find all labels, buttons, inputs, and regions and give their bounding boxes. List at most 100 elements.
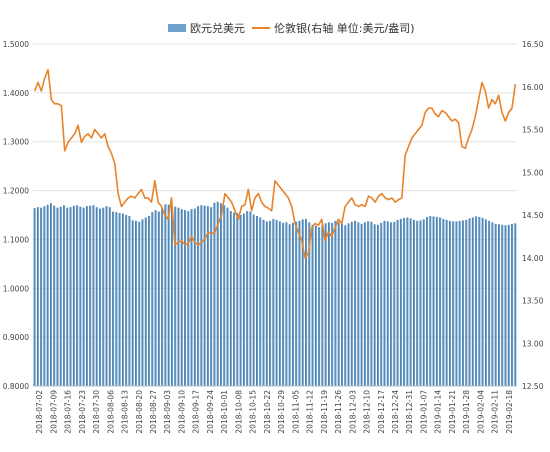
bar — [367, 221, 370, 386]
y-left-tick-label: 1.4000 — [3, 89, 29, 98]
bar — [478, 216, 481, 386]
bar — [164, 204, 167, 386]
bar — [448, 220, 451, 386]
bar — [157, 211, 160, 386]
x-tick-label: 2018-09-24 — [206, 390, 215, 434]
bar — [200, 205, 203, 386]
bar — [344, 225, 347, 386]
bar — [184, 210, 187, 386]
bar — [213, 202, 216, 386]
legend: 欧元兑美元 伦敦银(右轴 单位:美元/盎司) — [0, 20, 550, 36]
bar — [99, 208, 102, 386]
bar — [66, 207, 69, 386]
x-tick-label: 2018-10-08 — [234, 390, 243, 434]
bar — [363, 222, 366, 386]
bar — [439, 217, 442, 386]
bar — [95, 207, 98, 386]
bar — [354, 220, 357, 386]
bar — [236, 213, 239, 386]
x-tick-label: 2018-11-19 — [320, 390, 329, 434]
bar — [128, 215, 131, 386]
bar — [507, 224, 510, 386]
bar — [108, 207, 111, 386]
legend-swatch-line — [252, 27, 270, 29]
bar — [118, 213, 121, 386]
axes: 0.8000 0.9000 1.0000 1.1000 1.2000 1.3000 1.40… — [3, 40, 544, 434]
y-right-tick-label: 15.00 — [522, 168, 544, 177]
bar — [138, 221, 141, 386]
bar — [131, 220, 134, 386]
bar — [216, 201, 219, 386]
x-tick-label: 2018-07-02 — [35, 390, 44, 434]
bar — [390, 222, 393, 386]
y-left-tick-label: 1.2000 — [3, 187, 29, 196]
bar — [255, 215, 259, 386]
bar — [386, 221, 389, 386]
bar — [331, 222, 334, 386]
x-tick-label: 2018-11-05 — [291, 390, 300, 434]
bar — [370, 221, 373, 386]
bar — [494, 223, 497, 386]
bar — [285, 222, 288, 386]
bar — [121, 213, 124, 386]
bar — [265, 221, 268, 386]
bar — [291, 222, 295, 386]
bar — [406, 217, 409, 386]
bar — [504, 225, 507, 386]
bar — [298, 220, 301, 386]
y-right-tick-label: 14.00 — [522, 254, 544, 263]
bar — [242, 213, 245, 386]
y-right-tick-label: 13.50 — [522, 297, 544, 306]
bar — [465, 219, 468, 386]
bar — [426, 216, 429, 386]
bar — [311, 224, 314, 386]
legend-item-eurusd: 欧元兑美元 — [168, 20, 245, 36]
bar — [154, 210, 157, 386]
bar — [376, 224, 380, 386]
bar — [514, 223, 517, 386]
bar — [314, 225, 317, 386]
bar — [134, 220, 138, 386]
bar — [187, 211, 190, 386]
bar — [102, 207, 105, 386]
y-right-tick-label: 16.00 — [522, 83, 544, 92]
bar — [151, 212, 154, 386]
bar — [229, 211, 232, 386]
bar — [301, 219, 304, 386]
x-tick-label: 2018-12-17 — [377, 390, 386, 434]
y-right-tick-label: 14.50 — [522, 211, 544, 220]
bar — [393, 221, 396, 386]
y-right-tick-label: 13.00 — [522, 339, 544, 348]
bar — [40, 207, 43, 386]
bar — [350, 221, 353, 386]
bar — [33, 208, 36, 386]
y-left-tick-label: 1.3000 — [3, 138, 29, 147]
bar — [206, 206, 209, 386]
x-tick-label: 2018-08-27 — [149, 390, 158, 434]
bar — [272, 218, 275, 386]
x-tick-label: 2018-07-09 — [49, 390, 58, 434]
bar — [435, 216, 438, 386]
x-tick-label: 2019-01-21 — [448, 390, 457, 434]
bar — [484, 219, 487, 386]
bar — [49, 203, 53, 386]
x-tick-label: 2018-09-17 — [192, 390, 201, 434]
x-tick-label: 2019-01-28 — [462, 390, 471, 434]
bar — [282, 222, 285, 386]
y-right-tick-label: 12.50 — [522, 382, 544, 391]
bar — [190, 209, 193, 386]
bar — [422, 219, 425, 386]
bar — [252, 214, 255, 386]
bar — [432, 216, 435, 386]
x-tick-label: 2018-10-29 — [277, 390, 286, 434]
bar — [36, 207, 39, 386]
y-left-tick-label: 1.5000 — [3, 40, 29, 49]
bar — [59, 206, 62, 386]
bar — [481, 217, 484, 386]
bar — [308, 222, 311, 386]
bar — [380, 222, 383, 386]
bar-series-eurusd — [33, 201, 517, 386]
bar — [488, 220, 491, 386]
bar — [327, 222, 330, 386]
